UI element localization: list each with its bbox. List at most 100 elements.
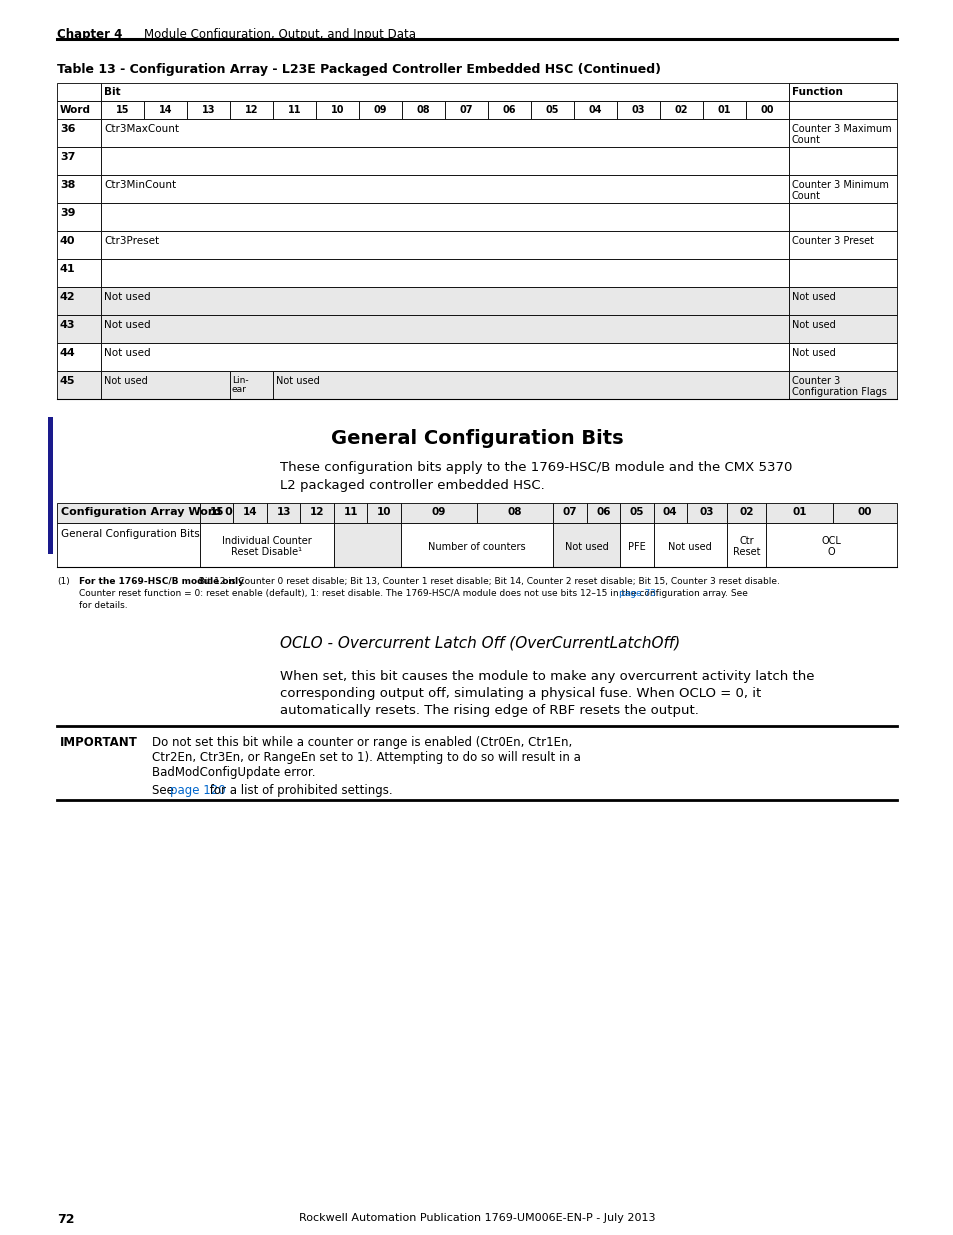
Text: Ctr2En, Ctr3En, or RangeEn set to 1). Attempting to do so will result in a: Ctr2En, Ctr3En, or RangeEn set to 1). At… [152,751,580,764]
Text: 12: 12 [310,508,324,517]
Bar [57,231,101,259]
Bar [531,101,574,119]
Text: 09: 09 [432,508,446,517]
Text: Not used: Not used [791,320,835,330]
Text: 14: 14 [158,105,172,115]
Bar [57,259,101,287]
Bar [57,147,101,175]
Text: for details.: for details. [79,601,128,610]
Text: 40: 40 [60,236,75,246]
Text: corresponding output off, simulating a physical fuse. When OCLO = 0, it: corresponding output off, simulating a p… [280,687,760,700]
Text: 03: 03 [699,508,713,517]
Text: page 120: page 120 [170,784,226,797]
Text: 37: 37 [60,152,75,162]
Bar [553,522,619,567]
Bar [101,315,788,343]
Bar [315,101,358,119]
Bar [101,119,788,147]
Bar [367,503,400,522]
Text: Not used: Not used [667,541,711,552]
Bar [101,83,788,101]
Text: . Bit 12 is Counter 0 reset disable; Bit 13, Counter 1 reset disable; Bit 14, Co: . Bit 12 is Counter 0 reset disable; Bit… [193,577,779,585]
Text: 42: 42 [60,291,75,303]
Bar [57,343,101,370]
Bar [57,287,101,315]
Text: 13: 13 [201,105,215,115]
Text: Not used: Not used [275,375,319,387]
Text: These configuration bits apply to the 1769-HSC/B module and the CMX 5370: These configuration bits apply to the 17… [280,461,792,474]
Text: 05: 05 [629,508,643,517]
Bar [788,287,896,315]
Bar [101,175,788,203]
Bar [267,503,300,522]
Text: Counter 3 Maximum: Counter 3 Maximum [791,124,891,135]
Bar [334,522,400,567]
Text: 10: 10 [376,508,391,517]
Text: Chapter 4: Chapter 4 [57,28,122,41]
Text: 08: 08 [507,508,521,517]
Bar [57,203,101,231]
Text: OCL: OCL [821,536,841,546]
Bar [653,503,686,522]
Text: Not used: Not used [104,348,151,358]
Bar [653,522,726,567]
Text: Function: Function [791,86,842,98]
Text: Do not set this bit while a counter or range is enabled (Ctr0En, Ctr1En,: Do not set this bit while a counter or r… [152,736,572,748]
Text: 39: 39 [60,207,75,219]
Bar [230,370,273,399]
Text: 00: 00 [760,105,774,115]
Bar [200,503,233,522]
Bar [726,503,765,522]
Text: Configuration Flags: Configuration Flags [791,387,886,396]
Text: 13: 13 [276,508,291,517]
Bar [788,315,896,343]
Bar [788,147,896,175]
Bar [788,370,896,399]
Bar [686,503,726,522]
Text: Count: Count [791,191,821,201]
Bar [101,370,230,399]
Bar [788,175,896,203]
Bar [101,101,144,119]
Text: 08: 08 [416,105,430,115]
Bar [619,503,653,522]
Bar [57,175,101,203]
Text: Not used: Not used [791,348,835,358]
Text: Count: Count [791,135,821,144]
Text: 03: 03 [631,105,644,115]
Bar [57,83,101,101]
Text: 04: 04 [662,508,677,517]
Bar [230,101,273,119]
Bar [57,101,101,119]
Text: Individual Counter: Individual Counter [222,536,312,546]
Text: 41: 41 [60,264,75,274]
Text: 38: 38 [60,180,75,190]
Text: Ctr3Preset: Ctr3Preset [104,236,159,246]
Text: Table 13 - Configuration Array - L23E Packaged Controller Embedded HSC (Continue: Table 13 - Configuration Array - L23E Pa… [57,63,660,77]
Text: 07: 07 [459,105,473,115]
Text: 11: 11 [343,508,357,517]
Bar [400,503,476,522]
Text: automatically resets. The rising edge of RBF resets the output.: automatically resets. The rising edge of… [280,704,699,718]
Text: 14: 14 [243,508,257,517]
Text: Counter 3 Preset: Counter 3 Preset [791,236,873,246]
Text: 07: 07 [562,508,577,517]
Text: PFE: PFE [627,541,645,552]
Bar [553,503,586,522]
Text: 12: 12 [245,105,258,115]
Text: Reset: Reset [732,547,760,557]
Bar [765,503,832,522]
Bar [358,101,401,119]
Text: Not used: Not used [104,291,151,303]
Text: Not used: Not used [104,375,148,387]
Bar [586,503,619,522]
Text: Ctr3MaxCount: Ctr3MaxCount [104,124,179,135]
Text: See: See [152,784,177,797]
Text: L2 packaged controller embedded HSC.: L2 packaged controller embedded HSC. [280,479,544,492]
Text: 45: 45 [60,375,75,387]
Text: 09: 09 [374,105,387,115]
Text: (1): (1) [57,577,70,585]
Bar [200,522,334,567]
Bar [57,370,101,399]
Text: Not used: Not used [564,541,608,552]
